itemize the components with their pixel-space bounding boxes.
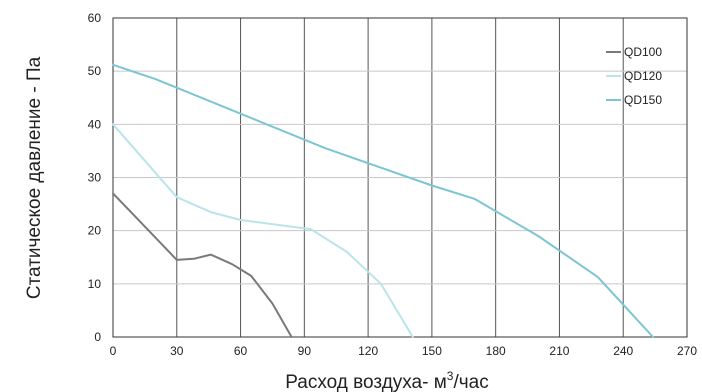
x-axis-ticks: 0 30 60 90 120 150 180 210 240 270: [110, 344, 698, 358]
x-tick-label: 210: [549, 344, 569, 358]
x-tick-label: 0: [110, 344, 117, 358]
y-tick-label: 20: [88, 224, 102, 238]
x-tick-label: 30: [170, 344, 184, 358]
legend-label-qd100: QD100: [624, 45, 662, 59]
grid-lines: [113, 18, 687, 337]
x-tick-label: 60: [234, 344, 248, 358]
x-axis-title-superscript: 3: [447, 369, 454, 383]
legend-label-qd120: QD120: [624, 69, 662, 83]
y-tick-label: 10: [88, 277, 102, 291]
x-axis-title-main: Расход воздуха- м: [285, 372, 447, 392]
x-tick-label: 150: [422, 344, 442, 358]
y-axis-ticks: 0 10 20 30 40 50 60: [88, 11, 102, 344]
y-tick-label: 50: [88, 64, 102, 78]
series-layer: [112, 63, 654, 338]
plot-area: [112, 17, 688, 338]
x-tick-label: 90: [298, 344, 312, 358]
y-axis-title: Статическое давление - Па: [24, 56, 45, 299]
series-line-qd100: [112, 192, 293, 338]
y-tick-label: 0: [94, 330, 101, 344]
x-axis-title: Расход воздуха- м3/час: [285, 369, 488, 392]
legend-label-qd150: QD150: [624, 93, 662, 107]
series-line-qd150: [112, 63, 654, 338]
x-axis-title-tail: /час: [453, 372, 488, 392]
legend: QD100 QD120 QD150: [606, 45, 662, 107]
y-tick-label: 30: [88, 171, 102, 185]
y-tick-label: 60: [88, 11, 102, 25]
x-tick-label: 180: [486, 344, 506, 358]
x-tick-label: 270: [677, 344, 697, 358]
x-tick-label: 120: [358, 344, 378, 358]
series-line-qd120: [112, 123, 414, 338]
x-tick-label: 240: [613, 344, 633, 358]
y-tick-label: 40: [88, 117, 102, 131]
